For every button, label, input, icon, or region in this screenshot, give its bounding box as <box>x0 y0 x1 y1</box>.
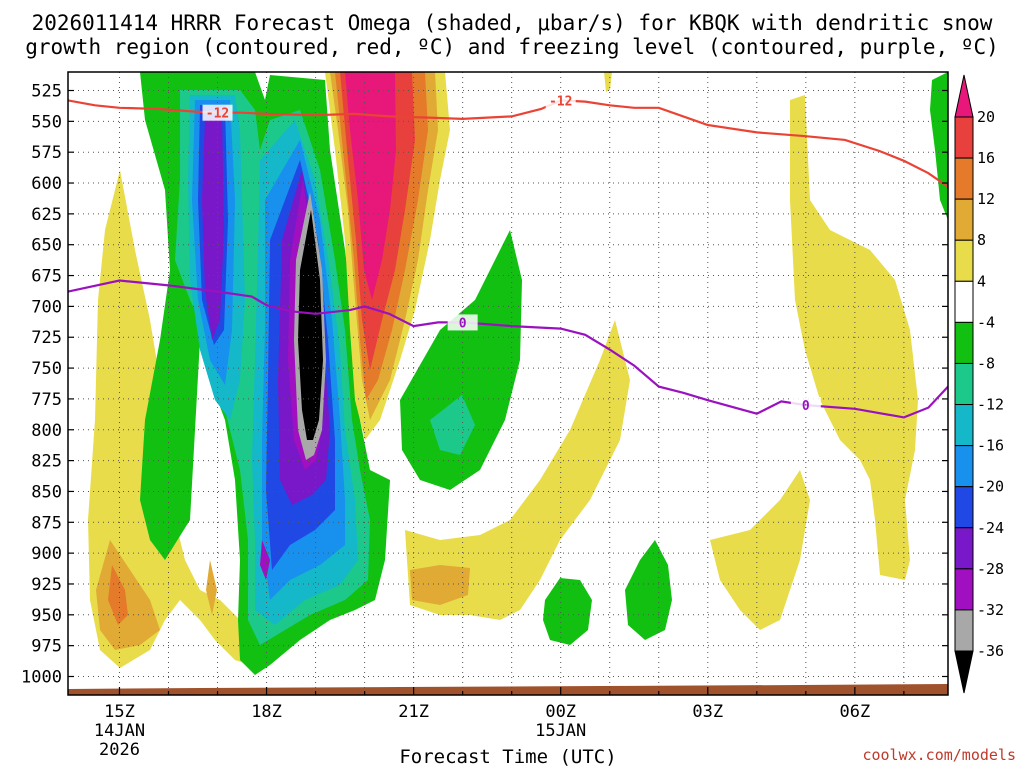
grid-lines <box>68 72 948 695</box>
colorbar-swatch-4 <box>954 239 974 282</box>
y-tick-label-725: 725 <box>31 328 62 348</box>
x-tick-date-00Z: 15JAN <box>535 721 586 741</box>
colorbar-swatch-2 <box>954 157 974 200</box>
colorbar-label-3: 8 <box>977 231 986 249</box>
colorbar-swatch-8 <box>954 404 974 447</box>
omega-neg-36-core <box>298 210 323 440</box>
colorbar-top-arrow <box>954 74 974 118</box>
colorbar-swatch-13 <box>954 609 974 652</box>
contour-label-bg-1-0 <box>447 314 478 331</box>
y-tick-label-625: 625 <box>31 205 62 225</box>
x-tick-date-15Z: 14JAN <box>94 721 145 741</box>
chart-title-line2: growth region (contoured, red, ºC) and f… <box>25 35 999 59</box>
y-tick-label-650: 650 <box>31 236 62 256</box>
omega-pos-4-left <box>88 170 255 668</box>
y-tick-label-925: 925 <box>31 575 62 595</box>
colorbar-label-7: -12 <box>977 396 1004 414</box>
omega-pos-8-lower-center <box>410 565 470 605</box>
y-tick-label-775: 775 <box>31 390 62 410</box>
x-tick-label-06Z: 06Z <box>839 702 870 722</box>
colorbar-label-10: -24 <box>977 519 1004 537</box>
colorbar-label-1: 16 <box>977 149 995 167</box>
y-tick-label-550: 550 <box>31 112 62 132</box>
y-tick-label-875: 875 <box>31 513 62 533</box>
y-tick-label-950: 950 <box>31 606 62 626</box>
y-tick-label-975: 975 <box>31 637 62 657</box>
colorbar-swatch-9 <box>954 445 974 488</box>
contour-line-1 <box>68 279 948 419</box>
omega-pos-20-upper <box>345 72 396 300</box>
contour-label-bg-1-1 <box>790 397 821 414</box>
colorbar-label-11: -28 <box>977 560 1004 578</box>
y-tick-label-675: 675 <box>31 267 62 287</box>
contour-label-bg-0-0 <box>202 104 233 121</box>
colorbar-swatch-5 <box>954 280 974 323</box>
colorbar-swatch-7 <box>954 362 974 406</box>
colorbar-swatch-12 <box>954 568 974 611</box>
contour-lines: -12 -12 0 0 <box>68 92 948 419</box>
contour-label-bg-0-1 <box>545 92 576 109</box>
y-tick-label-525: 525 <box>31 82 62 102</box>
omega-neg-8-center <box>430 395 475 455</box>
omega-pos-8-small <box>206 560 217 615</box>
colorbar-bottom-arrow <box>954 650 974 694</box>
y-tick-label-850: 850 <box>31 482 62 502</box>
colorbar: 20 16 12 8 4 -4 -8 -12 -16 -20 -24 -28 -32 -36 <box>954 74 1004 694</box>
colorbar-swatch-11 <box>954 527 974 570</box>
omega-pos-12-left <box>108 565 128 625</box>
omega-neg-4-blob-a <box>543 578 592 645</box>
colorbar-label-9: -20 <box>977 478 1004 496</box>
y-tick-label-900: 900 <box>31 544 62 564</box>
omega-neg-4-center <box>400 230 522 490</box>
x-tick-year-15Z: 2026 <box>99 740 140 760</box>
credit-text: coolwx.com/models <box>862 746 1016 764</box>
contour-label-1-0: 0 <box>459 316 467 331</box>
y-tick-label-750: 750 <box>31 359 62 379</box>
colorbar-swatch-3 <box>954 198 974 241</box>
omega-pos-4-right <box>790 95 918 580</box>
x-tick-label-00Z: 00Z <box>545 702 576 722</box>
omega-pos-4-lower-right <box>710 470 810 630</box>
colorbar-label-6: -8 <box>977 354 995 372</box>
y-tick-label-800: 800 <box>31 421 62 441</box>
colorbar-swatch-10 <box>954 486 974 529</box>
colorbar-label-8: -16 <box>977 437 1004 455</box>
omega-pos-4-lower-center <box>405 320 630 620</box>
contour-label-0-0: -12 <box>206 107 229 122</box>
x-tick-label-18Z: 18Z <box>251 702 282 722</box>
y-tick-label-825: 825 <box>31 452 62 472</box>
terrain-strip <box>68 684 948 695</box>
x-axis-label: Forecast Time (UTC) <box>399 746 616 768</box>
contour-label-1-1: 0 <box>802 399 810 414</box>
y-tick-label-575: 575 <box>31 143 62 163</box>
x-tick-label-15Z: 15Z <box>104 702 135 722</box>
colorbar-label-2: 12 <box>977 190 995 208</box>
colorbar-label-4: 4 <box>977 272 986 290</box>
colorbar-label-13: -36 <box>977 642 1004 660</box>
x-tick-label-21Z: 21Z <box>398 702 429 722</box>
y-tick-label-1000: 1000 <box>21 667 62 687</box>
y-tick-label-600: 600 <box>31 174 62 194</box>
plot-frame <box>67 71 949 696</box>
omega-neg-4-blob-b <box>625 540 672 640</box>
y-axis: 525 550 575 600 625 650 675 700 725 750 775 800 825 8… <box>21 82 948 687</box>
x-tick-label-03Z: 03Z <box>692 702 723 722</box>
colorbar-swatch-6 <box>954 321 974 364</box>
colorbar-label-5: -4 <box>977 313 995 331</box>
chart-title-line1: 2026011414 HRRR Forecast Omega (shaded, … <box>32 11 993 35</box>
contour-label-0-1: -12 <box>549 94 572 109</box>
colorbar-label-12: -32 <box>977 601 1004 619</box>
colorbar-swatch-1 <box>954 116 974 159</box>
colorbar-label-0: 20 <box>977 108 995 126</box>
y-tick-label-700: 700 <box>31 297 62 317</box>
